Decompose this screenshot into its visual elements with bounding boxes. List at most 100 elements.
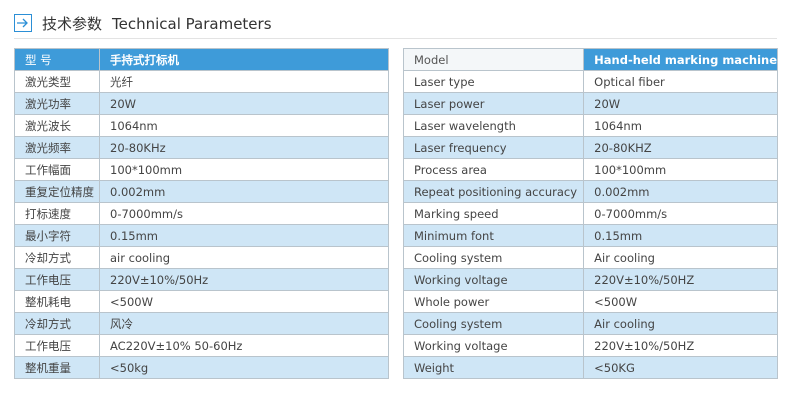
param-value: Air cooling <box>583 312 778 335</box>
param-name: 打标速度 <box>14 202 100 225</box>
row: 工作幅面 100*100mm <box>14 158 389 181</box>
param-name: 工作幅面 <box>14 158 100 181</box>
title-en: Technical Parameters <box>112 14 272 33</box>
row: Working voltage 220V±10%/50HZ <box>402 268 778 291</box>
row: Laser wavelength 1064nm <box>402 114 778 137</box>
param-name: 工作电压 <box>14 334 100 357</box>
param-name: 整机重量 <box>14 356 100 379</box>
param-value: 风冷 <box>99 312 389 335</box>
param-name: Minimum font <box>402 224 585 247</box>
param-value: 0.002mm <box>583 180 778 203</box>
row: Marking speed 0-7000mm/s <box>402 202 778 225</box>
header-cell: 型 号 <box>14 48 100 71</box>
param-value: 0.15mm <box>99 224 389 247</box>
row: 激光波长 1064nm <box>14 114 389 137</box>
row: 冷却方式 风冷 <box>14 312 389 335</box>
param-value: 20-80KHZ <box>583 136 778 159</box>
param-value: 0-7000mm/s <box>99 202 389 225</box>
row: 整机耗电 <500W <box>14 290 389 313</box>
param-value: Air cooling <box>583 246 778 269</box>
param-value: 0-7000mm/s <box>583 202 778 225</box>
header-row: 型 号手持式打标机 <box>14 48 389 71</box>
param-value: <50kg <box>99 356 389 379</box>
param-name: Process area <box>402 158 585 181</box>
row: Minimum font 0.15mm <box>402 224 778 247</box>
row: 激光频率 20-80KHz <box>14 136 389 159</box>
param-name: 冷却方式 <box>14 246 100 269</box>
arrow <box>17 18 28 28</box>
param-name: 整机耗电 <box>14 290 100 313</box>
spec-table-en: Model Hand-held marking machine Laser type… <box>402 48 778 379</box>
param-value: 20W <box>99 92 389 115</box>
row: Cooling system Air cooling <box>402 312 778 335</box>
param-name: 激光波长 <box>14 114 100 137</box>
title-cn: 技术参数 <box>42 14 103 33</box>
param-value: 光纤 <box>99 70 389 93</box>
param-value: AC220V±10% 50-60Hz <box>99 334 389 357</box>
header-row: Model Hand-held marking machine <box>402 48 778 71</box>
param-name: Laser frequency <box>402 136 585 159</box>
param-value: 220V±10%/50Hz <box>99 268 389 291</box>
param-name: Cooling system <box>402 246 585 269</box>
param-value: 0.15mm <box>583 224 778 247</box>
divider <box>14 38 777 39</box>
param-name: Weight <box>402 356 585 379</box>
row: Repeat positioning accuracy 0.002mm <box>402 180 778 203</box>
param-name: 激光频率 <box>14 136 100 159</box>
param-value: 220V±10%/50HZ <box>583 334 778 357</box>
row: 工作电压 220V±10%/50Hz <box>14 268 389 291</box>
param-value: 20W <box>583 92 778 115</box>
arrow-icon <box>14 14 32 32</box>
header-cell: Hand-held marking machine <box>583 48 778 71</box>
row: 激光类型 光纤 <box>14 70 389 93</box>
param-name: 激光功率 <box>14 92 100 115</box>
row: 工作电压 AC220V±10% 50-60Hz <box>14 334 389 357</box>
row: Laser frequency 20-80KHZ <box>402 136 778 159</box>
param-name: 冷却方式 <box>14 312 100 335</box>
param-value: 100*100mm <box>583 158 778 181</box>
param-name: 工作电压 <box>14 268 100 291</box>
param-name: 激光类型 <box>14 70 100 93</box>
param-value: 220V±10%/50HZ <box>583 268 778 291</box>
param-value: <500W <box>99 290 389 313</box>
param-name: Whole power <box>402 290 585 313</box>
param-value: <500W <box>583 290 778 313</box>
row: 整机重量 <50kg <box>14 356 389 379</box>
row: Laser type Optical fiber <box>402 70 778 93</box>
param-value: 1064nm <box>99 114 389 137</box>
row: Weight <50KG <box>402 356 778 379</box>
param-name: Repeat positioning accuracy <box>402 180 585 203</box>
param-value: 1064nm <box>583 114 778 137</box>
row: 重复定位精度 0.002mm <box>14 180 389 203</box>
param-name: Laser power <box>402 92 585 115</box>
param-value: 100*100mm <box>99 158 389 181</box>
header-cell: 手持式打标机 <box>99 48 389 71</box>
param-value: 20-80KHz <box>99 136 389 159</box>
param-name: 最小字符 <box>14 224 100 247</box>
param-name: Working voltage <box>402 268 585 291</box>
section-header: 技术参数 Technical Parameters <box>14 12 282 34</box>
param-name: Marking speed <box>402 202 585 225</box>
spec-table-cn: 型 号手持式打标机 激光类型 光纤 激光功率 20W 激光波长 1064nm 激光频率 20-8… <box>14 48 389 379</box>
header-cell: Model <box>402 48 585 71</box>
section-title: 技术参数 Technical Parameters <box>42 13 282 34</box>
row: Whole power <500W <box>402 290 778 313</box>
row: Process area 100*100mm <box>402 158 778 181</box>
row: Working voltage 220V±10%/50HZ <box>402 334 778 357</box>
param-name: Laser type <box>402 70 585 93</box>
param-name: 重复定位精度 <box>14 180 100 203</box>
row: 打标速度 0-7000mm/s <box>14 202 389 225</box>
param-value: air cooling <box>99 246 389 269</box>
row: 激光功率 20W <box>14 92 389 115</box>
param-value: <50KG <box>583 356 778 379</box>
param-name: Laser wavelength <box>402 114 585 137</box>
param-value: Optical fiber <box>583 70 778 93</box>
row: Laser power 20W <box>402 92 778 115</box>
param-name: Cooling system <box>402 312 585 335</box>
row: 冷却方式 air cooling <box>14 246 389 269</box>
row: Cooling system Air cooling <box>402 246 778 269</box>
param-name: Working voltage <box>402 334 585 357</box>
row: 最小字符 0.15mm <box>14 224 389 247</box>
param-value: 0.002mm <box>99 180 389 203</box>
